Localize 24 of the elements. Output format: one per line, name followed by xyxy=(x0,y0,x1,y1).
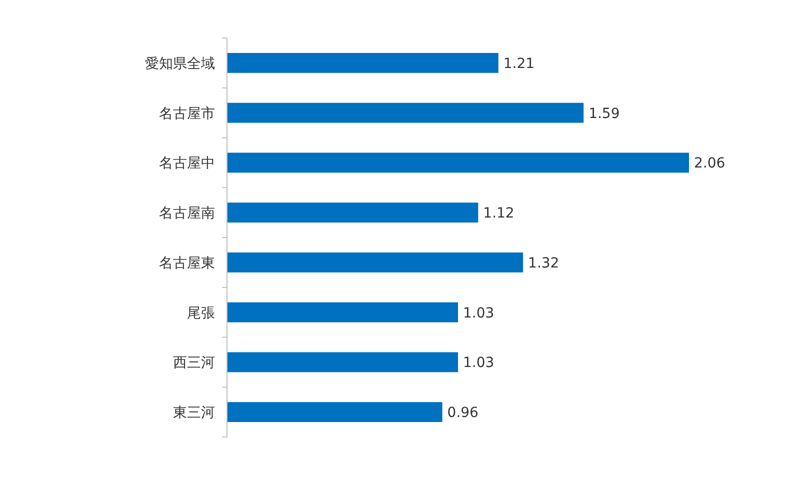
data-label: 1.03 xyxy=(463,305,494,322)
y-tick-label: 名古屋南 xyxy=(159,206,215,222)
bar xyxy=(227,102,584,123)
bar xyxy=(227,202,478,223)
y-tick-label: 名古屋東 xyxy=(159,255,215,272)
bar xyxy=(227,352,458,372)
bar xyxy=(227,152,689,173)
data-label: 0.96 xyxy=(447,405,479,422)
bar xyxy=(227,402,442,422)
data-label: 1.59 xyxy=(588,106,620,122)
y-tick-label: 西三河 xyxy=(173,355,215,372)
y-tick-label: 東三河 xyxy=(173,405,215,422)
data-label: 2.06 xyxy=(694,156,726,172)
bar xyxy=(227,302,458,322)
data-label: 1.03 xyxy=(463,355,494,372)
data-label: 1.21 xyxy=(503,56,535,72)
data-label: 1.12 xyxy=(483,206,514,222)
y-tick-label: 愛知県全域 xyxy=(145,56,215,72)
y-tick-label: 名古屋中 xyxy=(159,156,215,172)
bar xyxy=(227,52,498,73)
y-tick-label: 名古屋市 xyxy=(159,106,215,122)
bar xyxy=(227,252,524,272)
y-tick-label: 尾張 xyxy=(187,305,215,322)
data-label: 1.32 xyxy=(528,255,560,272)
